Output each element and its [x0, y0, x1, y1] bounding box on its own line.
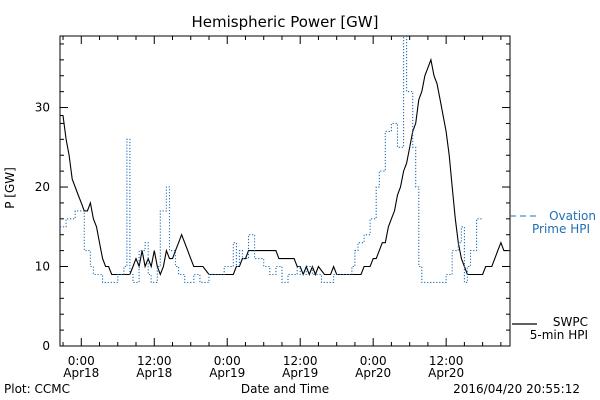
legend-ovation-label-line1: Ovation — [549, 209, 596, 223]
y-tick-label: 0 — [42, 339, 50, 353]
x-tick-time-label: 0:00 — [214, 354, 241, 368]
plot-frame — [59, 35, 511, 347]
y-axis-label: P [GW] — [3, 167, 17, 209]
x-tick-date-label: Apr18 — [63, 366, 99, 380]
legend-ovation-label-line2: Prime HPI — [532, 222, 590, 236]
y-tick-label: 30 — [35, 101, 50, 115]
plot-area: 01020300:00Apr1812:00Apr180:00Apr1912:00… — [35, 35, 511, 380]
legend: Ovation Prime HPI SWPC 5-min HPI — [510, 209, 596, 342]
x-tick-time-label: 0:00 — [360, 354, 387, 368]
x-tick-date-label: Apr19 — [282, 366, 318, 380]
x-axis-label: Date and Time — [241, 382, 329, 396]
series-ovation-line — [60, 36, 483, 283]
x-tick-date-label: Apr20 — [428, 366, 464, 380]
legend-swpc-label-line2: 5-min HPI — [530, 328, 588, 342]
x-tick-time-label: 0:00 — [68, 354, 95, 368]
legend-swpc-label-line1: SWPC — [553, 315, 588, 329]
x-tick-date-label: Apr18 — [136, 366, 172, 380]
plot-credit: Plot: CCMC — [4, 382, 70, 396]
x-tick-date-label: Apr19 — [209, 366, 245, 380]
series-swpc-line — [60, 57, 507, 277]
x-tick-time-label: 12:00 — [137, 354, 172, 368]
timestamp: 2016/04/20 20:55:12 — [453, 382, 580, 396]
chart-title: Hemispheric Power [GW] — [192, 13, 379, 31]
x-tick-time-label: 12:00 — [429, 354, 464, 368]
x-tick-date-label: Apr20 — [355, 366, 391, 380]
y-tick-label: 10 — [35, 260, 50, 274]
y-tick-label: 20 — [35, 180, 50, 194]
x-tick-time-label: 12:00 — [283, 354, 318, 368]
